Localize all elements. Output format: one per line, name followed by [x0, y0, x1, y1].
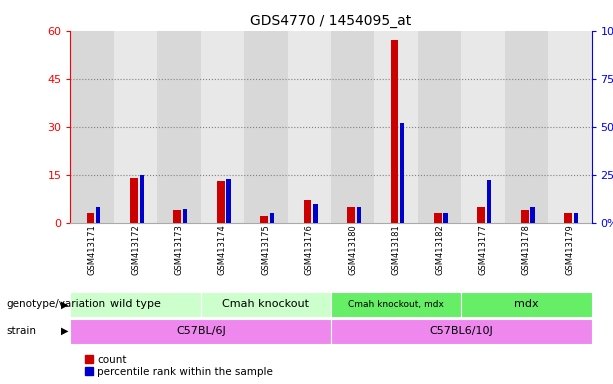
Text: mdx: mdx — [514, 299, 539, 310]
Bar — [86, 213, 94, 223]
Bar — [418, 31, 461, 223]
Bar — [504, 31, 548, 223]
Bar — [331, 31, 375, 223]
Title: GDS4770 / 1454095_at: GDS4770 / 1454095_at — [250, 14, 412, 28]
Bar — [96, 207, 101, 223]
Text: Cmah knockout, mdx: Cmah knockout, mdx — [348, 300, 444, 309]
Bar — [564, 213, 572, 223]
Bar — [357, 207, 361, 223]
Bar — [434, 213, 442, 223]
Bar — [140, 175, 144, 223]
Bar — [375, 31, 418, 223]
Text: ▶: ▶ — [61, 299, 68, 310]
Bar — [287, 31, 331, 223]
Bar — [478, 207, 485, 223]
Bar — [521, 210, 528, 223]
Bar — [303, 200, 311, 223]
Text: C57BL/6J: C57BL/6J — [176, 326, 226, 336]
Bar — [130, 178, 138, 223]
Bar — [487, 180, 491, 223]
Text: strain: strain — [6, 326, 36, 336]
Bar — [173, 210, 181, 223]
Text: genotype/variation: genotype/variation — [6, 299, 105, 310]
Legend: count, percentile rank within the sample: count, percentile rank within the sample — [85, 355, 273, 377]
Text: wild type: wild type — [110, 299, 161, 310]
Bar — [347, 207, 355, 223]
Bar — [548, 31, 592, 223]
Bar — [183, 209, 188, 223]
Text: Cmah knockout: Cmah knockout — [223, 299, 310, 310]
Bar — [114, 31, 158, 223]
Bar — [400, 123, 405, 223]
Bar — [226, 179, 230, 223]
Bar — [201, 31, 244, 223]
Bar — [261, 216, 268, 223]
Bar — [443, 213, 448, 223]
Text: C57BL6/10J: C57BL6/10J — [430, 326, 493, 336]
Text: ▶: ▶ — [61, 326, 68, 336]
Bar — [158, 31, 200, 223]
Bar — [390, 40, 398, 223]
Bar — [313, 204, 318, 223]
Bar — [574, 213, 578, 223]
Bar — [70, 31, 114, 223]
Bar — [530, 207, 535, 223]
Bar — [270, 213, 274, 223]
Bar — [217, 181, 224, 223]
Bar — [244, 31, 287, 223]
Bar — [461, 31, 504, 223]
